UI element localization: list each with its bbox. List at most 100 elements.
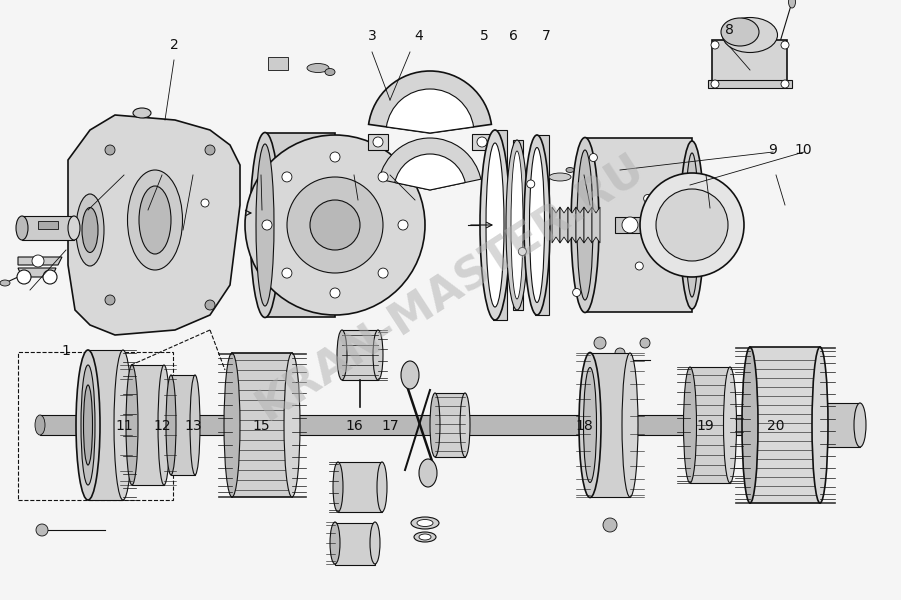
Text: 11: 11 bbox=[115, 419, 133, 433]
Bar bbox=[435, 393, 465, 457]
Bar bbox=[171, 375, 195, 475]
Ellipse shape bbox=[579, 352, 601, 497]
Circle shape bbox=[201, 199, 209, 207]
Text: 12: 12 bbox=[153, 419, 171, 433]
Ellipse shape bbox=[76, 194, 104, 266]
Ellipse shape bbox=[788, 0, 796, 8]
Text: 16: 16 bbox=[345, 419, 363, 433]
Bar bbox=[22, 216, 74, 240]
Ellipse shape bbox=[724, 367, 736, 483]
Ellipse shape bbox=[566, 167, 574, 173]
Bar bbox=[590, 353, 630, 497]
Circle shape bbox=[245, 135, 425, 315]
Ellipse shape bbox=[511, 151, 523, 299]
Wedge shape bbox=[395, 154, 465, 190]
Ellipse shape bbox=[812, 347, 828, 503]
Ellipse shape bbox=[480, 130, 510, 320]
Ellipse shape bbox=[417, 520, 433, 527]
Ellipse shape bbox=[506, 140, 528, 310]
Polygon shape bbox=[18, 257, 62, 265]
Circle shape bbox=[287, 177, 383, 273]
Circle shape bbox=[205, 300, 215, 310]
Ellipse shape bbox=[139, 186, 171, 254]
Ellipse shape bbox=[854, 403, 866, 447]
Circle shape bbox=[17, 270, 31, 284]
Circle shape bbox=[282, 172, 292, 182]
Ellipse shape bbox=[584, 367, 596, 482]
Bar bbox=[513, 140, 523, 310]
Wedge shape bbox=[369, 71, 491, 133]
Circle shape bbox=[594, 337, 606, 349]
Bar bbox=[472, 134, 492, 150]
Circle shape bbox=[573, 289, 580, 296]
Bar bbox=[338, 462, 382, 512]
Text: 17: 17 bbox=[381, 419, 399, 433]
Circle shape bbox=[615, 348, 625, 358]
Circle shape bbox=[282, 268, 292, 278]
Bar bbox=[535, 135, 549, 315]
Circle shape bbox=[518, 247, 526, 256]
Ellipse shape bbox=[680, 141, 704, 309]
Ellipse shape bbox=[114, 350, 132, 500]
Polygon shape bbox=[265, 133, 335, 317]
Polygon shape bbox=[592, 207, 600, 243]
Ellipse shape bbox=[549, 173, 571, 181]
Bar bbox=[712, 40, 787, 85]
Circle shape bbox=[262, 220, 272, 230]
Text: 1: 1 bbox=[61, 344, 70, 358]
Ellipse shape bbox=[158, 365, 170, 485]
Polygon shape bbox=[68, 115, 240, 335]
Circle shape bbox=[310, 200, 360, 250]
Circle shape bbox=[43, 270, 57, 284]
Bar bbox=[690, 367, 730, 483]
Ellipse shape bbox=[35, 415, 45, 435]
Ellipse shape bbox=[82, 208, 98, 253]
Ellipse shape bbox=[577, 150, 593, 300]
Circle shape bbox=[643, 194, 651, 203]
Ellipse shape bbox=[333, 462, 343, 512]
Bar bbox=[493, 130, 507, 320]
Ellipse shape bbox=[84, 385, 93, 465]
Circle shape bbox=[373, 137, 383, 147]
Polygon shape bbox=[18, 268, 56, 277]
Text: 4: 4 bbox=[414, 29, 423, 43]
Bar bbox=[342, 330, 378, 380]
Ellipse shape bbox=[325, 68, 335, 76]
Ellipse shape bbox=[401, 361, 419, 389]
Text: 10: 10 bbox=[795, 143, 813, 157]
Bar bbox=[820, 403, 860, 447]
Ellipse shape bbox=[337, 330, 347, 380]
Ellipse shape bbox=[284, 353, 300, 497]
Circle shape bbox=[640, 173, 744, 277]
Text: 2: 2 bbox=[169, 38, 178, 52]
Bar bbox=[132, 365, 164, 485]
Circle shape bbox=[656, 189, 728, 261]
Polygon shape bbox=[584, 207, 592, 243]
Ellipse shape bbox=[250, 133, 280, 317]
Circle shape bbox=[711, 80, 719, 88]
Ellipse shape bbox=[126, 365, 138, 485]
Ellipse shape bbox=[530, 148, 544, 302]
Bar bbox=[88, 350, 123, 500]
Circle shape bbox=[781, 80, 789, 88]
Ellipse shape bbox=[622, 353, 638, 497]
Circle shape bbox=[477, 137, 487, 147]
Bar bbox=[38, 221, 58, 229]
Bar bbox=[232, 353, 292, 497]
Bar bbox=[708, 80, 792, 88]
Ellipse shape bbox=[845, 415, 855, 435]
Ellipse shape bbox=[166, 375, 176, 475]
Ellipse shape bbox=[430, 393, 440, 457]
Circle shape bbox=[330, 288, 340, 298]
Polygon shape bbox=[552, 207, 560, 243]
Ellipse shape bbox=[190, 375, 200, 475]
Ellipse shape bbox=[686, 153, 698, 297]
Ellipse shape bbox=[128, 170, 183, 270]
Ellipse shape bbox=[684, 367, 696, 483]
Ellipse shape bbox=[307, 64, 329, 73]
Circle shape bbox=[635, 262, 643, 270]
Ellipse shape bbox=[133, 108, 151, 118]
Text: 13: 13 bbox=[184, 419, 202, 433]
Circle shape bbox=[398, 220, 408, 230]
Text: 20: 20 bbox=[767, 419, 785, 433]
